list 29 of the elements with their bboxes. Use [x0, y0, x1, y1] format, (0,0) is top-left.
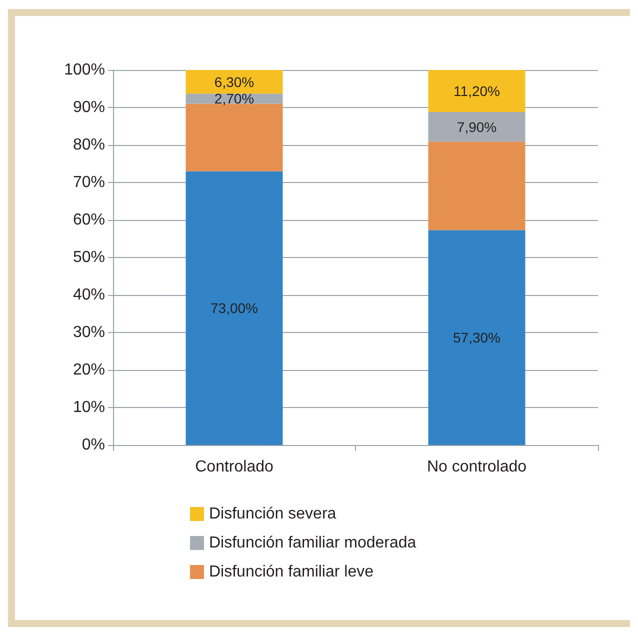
legend-label: Disfunción familiar leve — [209, 564, 374, 580]
bar — [428, 142, 526, 230]
y-tick-label: 30% — [72, 324, 105, 341]
data-label: 11,20% — [454, 83, 500, 99]
y-tick-label: 80% — [72, 136, 105, 154]
bar — [186, 171, 283, 445]
y-tick-label: 90% — [72, 99, 105, 116]
bar — [428, 70, 526, 112]
data-label: 73,00% — [210, 300, 258, 316]
data-label: 6,30% — [214, 74, 254, 90]
data-label: 57,30% — [453, 330, 500, 346]
y-tick-label: 40% — [72, 286, 105, 304]
y-tick-label: 70% — [72, 174, 105, 191]
legend-label: Disfunción familiar moderada — [209, 534, 416, 552]
data-label: 7,90% — [456, 118, 497, 135]
data-label: 2,70% — [214, 90, 254, 107]
y-tick-label: 0% — [82, 436, 105, 454]
legend-label: Disfunción severa — [209, 506, 336, 522]
bar — [186, 70, 283, 94]
y-tick-label: 60% — [72, 212, 105, 228]
bar — [428, 112, 526, 142]
y-tick-label: 100% — [64, 62, 105, 78]
y-tick-label: 20% — [72, 362, 105, 378]
bar — [186, 104, 283, 172]
x-tick-label: Controlado — [195, 458, 274, 476]
x-tick-label: No controlado — [426, 458, 527, 476]
bar — [428, 230, 526, 445]
y-tick-label: 10% — [72, 399, 105, 416]
y-tick-label: 50% — [72, 249, 105, 266]
